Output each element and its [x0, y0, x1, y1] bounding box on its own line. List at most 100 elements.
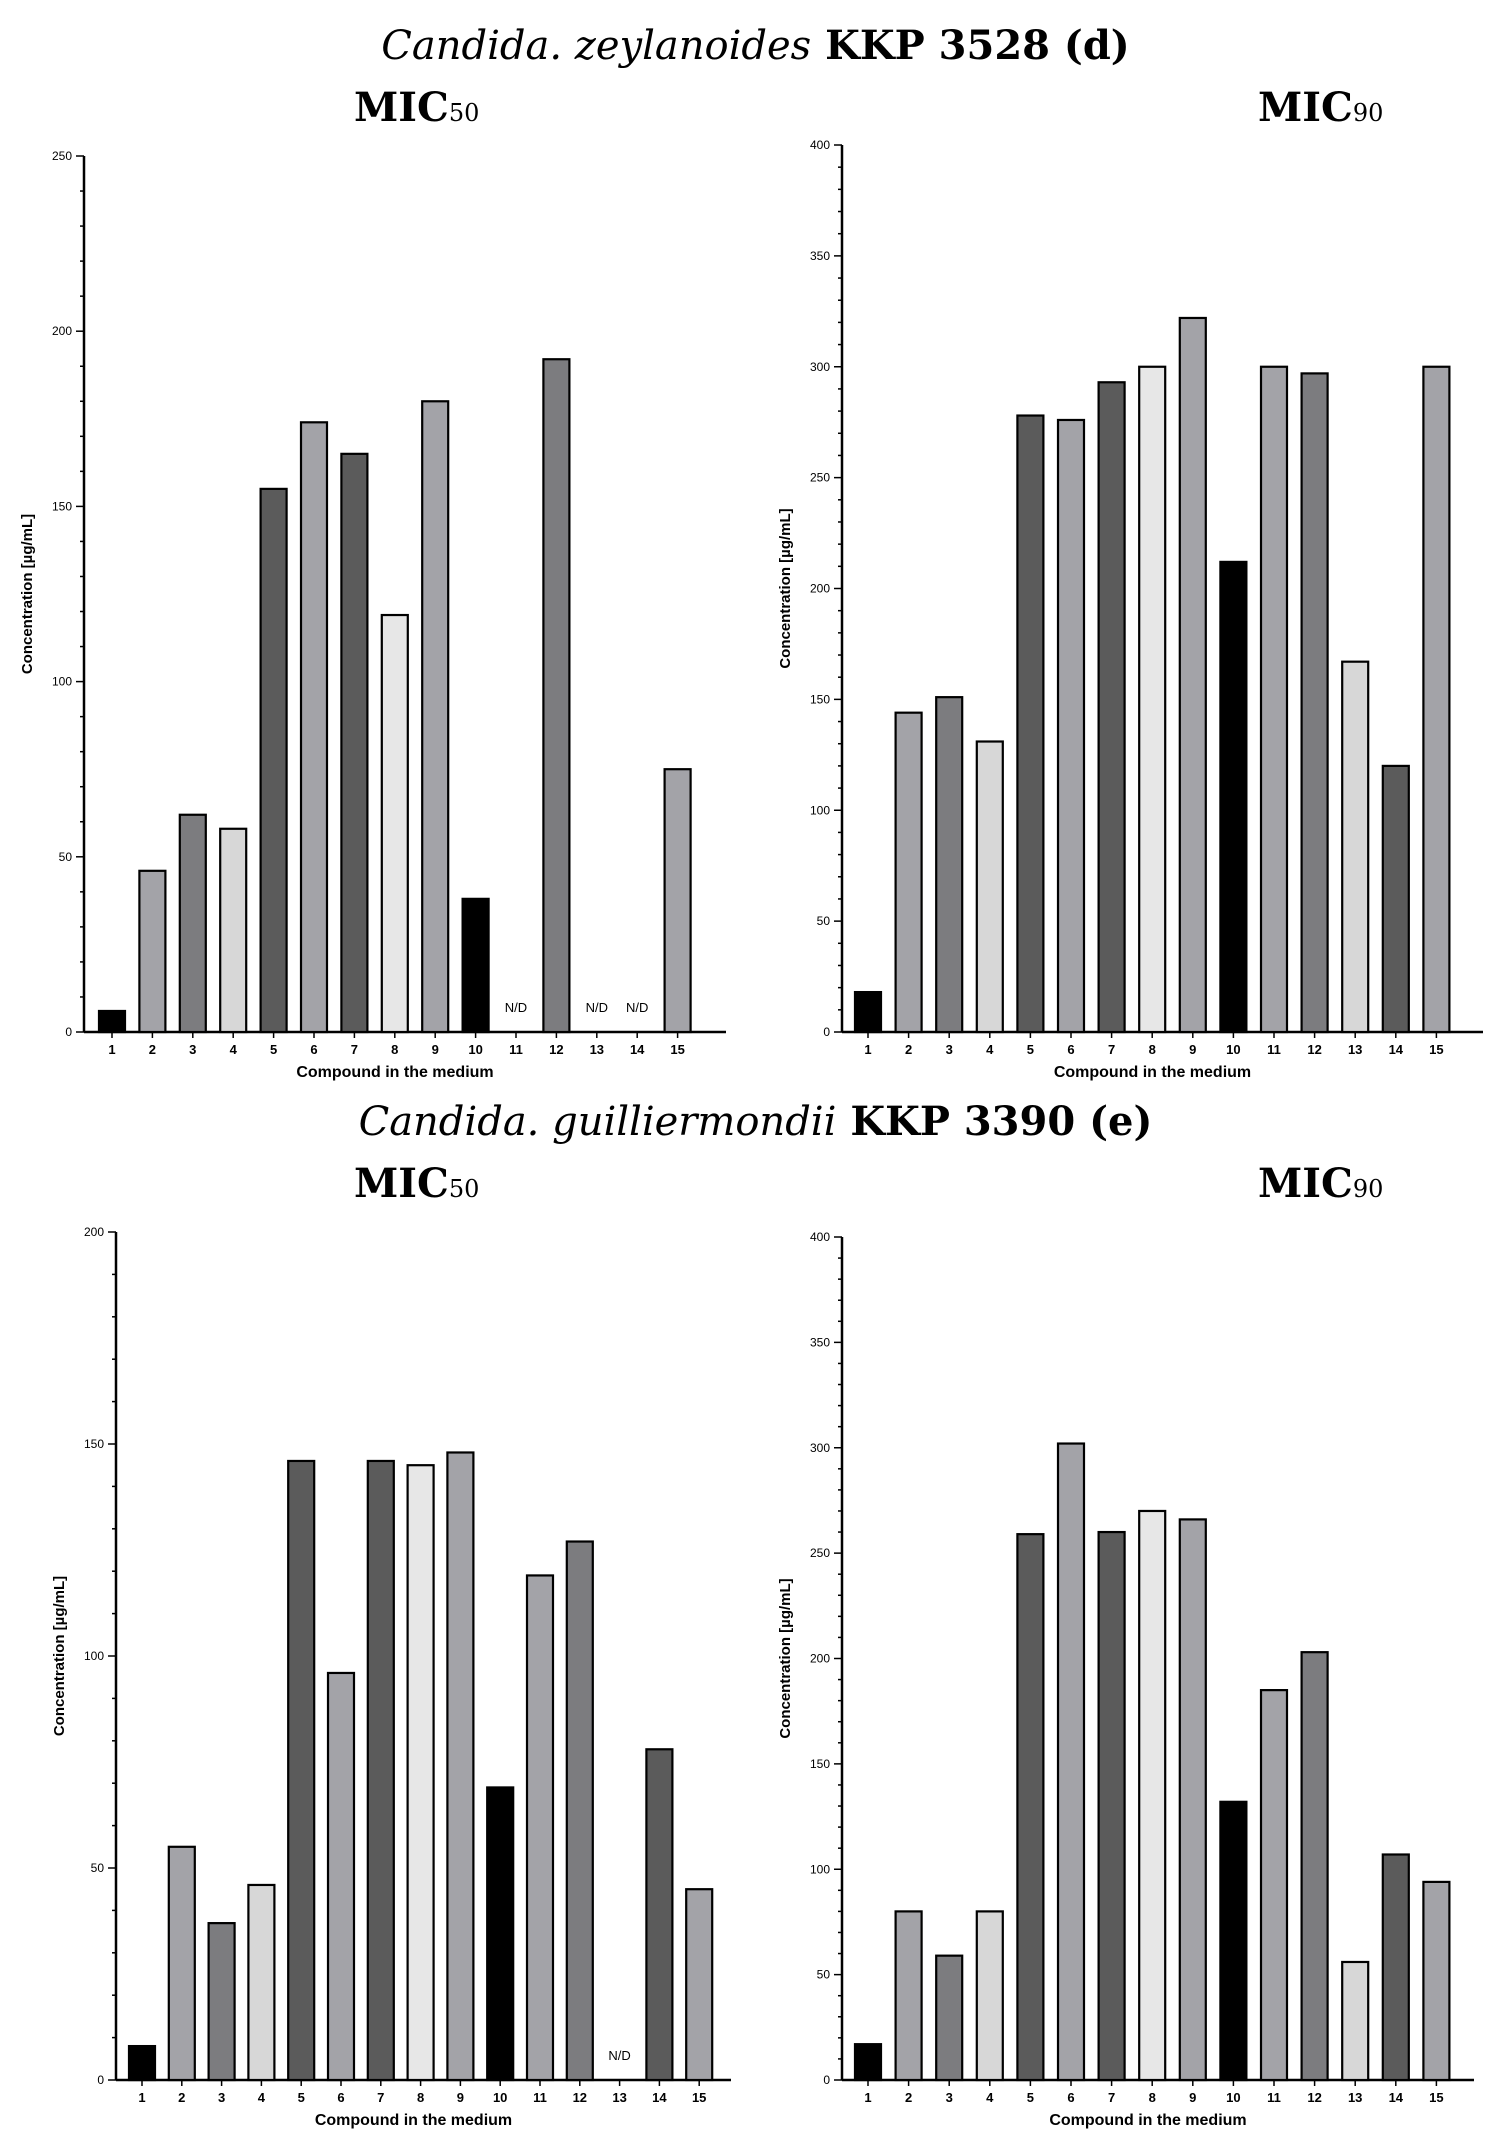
y-tick-label: 150: [810, 692, 830, 706]
mic50-heading-d: MIC50: [354, 84, 479, 131]
mic50-subscript: 50: [448, 1175, 480, 1203]
x-tick-label: 14: [1389, 1042, 1404, 1057]
x-tick-label: 4: [986, 1042, 994, 1057]
y-axis-label: Concentration [µg/mL]: [777, 1578, 794, 1738]
y-tick-label: 100: [810, 1862, 830, 1876]
bar: [894, 711, 923, 1034]
bar: [127, 2044, 157, 2082]
bar: [1381, 1853, 1410, 2082]
x-tick-label: 13: [590, 1042, 604, 1057]
x-tick-label: 14: [630, 1042, 645, 1057]
y-tick-label: 300: [810, 1441, 830, 1455]
bar: [461, 897, 490, 1034]
bar: [935, 1954, 964, 2082]
x-axis-label: Compound in the medium: [1049, 2112, 1246, 2129]
bar: [1097, 1530, 1126, 2082]
bar: [167, 1845, 196, 2082]
x-tick-label: 15: [1429, 1042, 1443, 1057]
bar: [446, 1451, 475, 2082]
bar: [421, 400, 450, 1034]
x-tick-label: 8: [391, 1042, 398, 1057]
y-tick-label: 50: [817, 914, 831, 928]
x-tick-label: 5: [270, 1042, 277, 1057]
nd-label: N/D: [626, 1000, 648, 1015]
species-name: Candida. zeylanoides: [381, 23, 812, 69]
x-tick-label: 9: [432, 1042, 439, 1057]
x-tick-label: 3: [189, 1042, 196, 1057]
mic50-label: MIC: [354, 1160, 449, 1207]
x-tick-label: 5: [1027, 1042, 1034, 1057]
nd-label: N/D: [608, 2048, 630, 2063]
species-name: Candida. guilliermondii: [358, 1099, 837, 1145]
bar: [525, 1574, 555, 2082]
x-tick-label: 8: [1149, 2090, 1156, 2105]
bar: [853, 2043, 883, 2082]
y-axis-label: Concentration [µg/mL]: [51, 1576, 68, 1736]
x-tick-label: 14: [1389, 2090, 1404, 2105]
bar: [1422, 1880, 1451, 2082]
bar: [1097, 381, 1126, 1034]
y-tick-label: 0: [65, 1025, 72, 1039]
x-tick-label: 8: [1149, 1042, 1156, 1057]
x-tick-label: 4: [258, 2090, 266, 2105]
bar: [663, 768, 692, 1034]
x-tick-label: 9: [1189, 2090, 1196, 2105]
x-axis-label: Compound in the medium: [296, 1064, 493, 1081]
x-tick-label: 4: [986, 2090, 994, 2105]
x-tick-label: 6: [1067, 1042, 1074, 1057]
x-tick-label: 1: [108, 1042, 115, 1057]
bar: [975, 1910, 1004, 2082]
x-tick-label: 15: [670, 1042, 684, 1057]
bar: [1300, 372, 1329, 1034]
y-tick-label: 400: [810, 138, 830, 152]
mic50-subscript: 50: [448, 99, 480, 127]
bar: [645, 1748, 674, 2082]
x-tick-label: 9: [457, 2090, 464, 2105]
bar: [1300, 1651, 1329, 2082]
x-tick-label: 7: [351, 1042, 358, 1057]
y-tick-label: 200: [810, 1652, 830, 1666]
bar: [685, 1888, 714, 2082]
x-tick-label: 13: [1348, 1042, 1362, 1057]
x-tick-label: 8: [417, 2090, 424, 2105]
bar: [486, 1786, 515, 2082]
y-axis-label: Concentration [µg/mL]: [777, 508, 794, 668]
bar: [1138, 1509, 1167, 2082]
bar: [1056, 1442, 1086, 2082]
x-tick-label: 13: [1348, 2090, 1362, 2105]
bar: [1341, 660, 1370, 1034]
y-tick-label: 350: [810, 249, 830, 263]
bar: [406, 1464, 435, 2082]
bar: [1259, 365, 1289, 1034]
bar: [1422, 365, 1451, 1034]
x-tick-label: 6: [1067, 2090, 1074, 2105]
x-tick-label: 11: [533, 2090, 547, 2105]
x-tick-label: 3: [946, 1042, 953, 1057]
y-tick-label: 0: [97, 2073, 104, 2087]
bar: [1259, 1689, 1289, 2082]
x-tick-label: 5: [298, 2090, 305, 2105]
x-tick-label: 15: [1429, 2090, 1443, 2105]
section-title-e: Candida. guilliermondii KKP 3390 (e): [0, 1098, 1511, 1145]
x-tick-label: 12: [573, 2090, 587, 2105]
bar: [207, 1922, 236, 2082]
bar: [247, 1883, 276, 2082]
x-tick-label: 13: [612, 2090, 626, 2105]
y-tick-label: 0: [823, 2073, 830, 2087]
x-tick-label: 12: [549, 1042, 563, 1057]
bar: [259, 487, 288, 1034]
nd-label: N/D: [586, 1000, 608, 1015]
y-tick-label: 100: [52, 675, 72, 689]
x-tick-label: 10: [493, 2090, 507, 2105]
bar: [366, 1459, 395, 2082]
y-tick-label: 150: [52, 499, 72, 513]
x-tick-label: 1: [864, 1042, 871, 1057]
mic50-label: MIC: [354, 84, 449, 131]
y-tick-label: 0: [823, 1025, 830, 1039]
x-tick-label: 10: [468, 1042, 482, 1057]
bar: [326, 1671, 356, 2082]
mic50-heading-e: MIC50: [354, 1160, 479, 1207]
y-tick-label: 300: [810, 360, 830, 374]
x-tick-label: 2: [905, 2090, 912, 2105]
x-tick-label: 1: [138, 2090, 145, 2105]
